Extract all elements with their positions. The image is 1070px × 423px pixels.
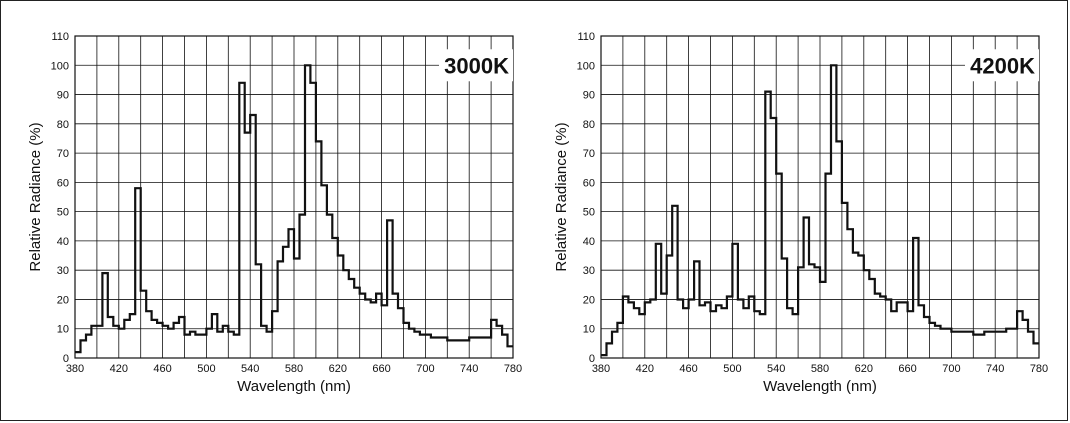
x-tick-label: 700 [416, 363, 434, 375]
y-tick-label: 70 [57, 148, 69, 160]
x-tick-label: 540 [241, 363, 259, 375]
y-tick-label: 80 [583, 119, 595, 131]
x-tick-label: 540 [767, 363, 785, 375]
y-tick-label: 30 [583, 265, 595, 277]
temperature-label: 4200K [970, 53, 1035, 78]
temperature-label-bg [439, 49, 513, 82]
y-tick-label: 0 [589, 353, 595, 365]
x-tick-label: 740 [460, 363, 478, 375]
chart-panel-0: 3000K 0 10 20 30 40 50 60 70 80 90 100 110 380 420 460 5… [27, 31, 522, 395]
plot-border [74, 35, 514, 359]
x-tick-label: 660 [372, 363, 390, 375]
x-tick-label: 740 [986, 363, 1004, 375]
y-tick-label: 100 [51, 60, 69, 72]
x-tick-label: 500 [197, 363, 215, 375]
x-tick-label: 700 [942, 363, 960, 375]
y-axis-title: Relative Radiance (%) [27, 122, 44, 271]
x-tick-label: 380 [592, 363, 610, 375]
plot-border [600, 35, 1040, 359]
x-tick-label: 780 [1030, 363, 1048, 375]
y-tick-label: 0 [63, 353, 69, 365]
x-axis-title: Wavelength (nm) [763, 378, 877, 395]
y-tick-label: 50 [57, 207, 69, 219]
y-tick-label: 60 [583, 177, 595, 189]
y-tick-label: 100 [577, 60, 595, 72]
y-tick-label: 10 [57, 324, 69, 336]
x-tick-label: 460 [679, 363, 697, 375]
y-tick-label: 20 [583, 294, 595, 306]
y-tick-label: 110 [51, 31, 69, 43]
spectrum-series-line [601, 64, 1039, 357]
y-tick-label: 40 [583, 236, 595, 248]
y-tick-label: 10 [583, 324, 595, 336]
x-tick-label: 420 [636, 363, 654, 375]
x-tick-label: 620 [329, 363, 347, 375]
x-tick-label: 620 [855, 363, 873, 375]
temperature-label-bg [965, 49, 1039, 82]
x-tick-label: 780 [504, 363, 522, 375]
x-tick-label: 580 [285, 363, 303, 375]
x-tick-label: 420 [110, 363, 128, 375]
y-tick-label: 30 [57, 265, 69, 277]
spectrum-series-line [75, 64, 513, 354]
x-tick-label: 660 [898, 363, 916, 375]
y-tick-label: 50 [583, 207, 595, 219]
y-tick-label: 90 [57, 90, 69, 102]
temperature-label: 3000K [444, 53, 509, 78]
y-tick-label: 70 [583, 148, 595, 160]
x-tick-label: 500 [723, 363, 741, 375]
y-tick-label: 90 [583, 90, 595, 102]
y-axis-title: Relative Radiance (%) [553, 122, 570, 271]
x-tick-label: 380 [66, 363, 84, 375]
y-tick-label: 40 [57, 236, 69, 248]
chart-panel-1: 4200K 0 10 20 30 40 50 60 70 80 90 100 110 380 420 460 5… [553, 31, 1048, 395]
x-tick-label: 580 [811, 363, 829, 375]
y-tick-label: 60 [57, 177, 69, 189]
y-tick-label: 80 [57, 119, 69, 131]
y-tick-label: 20 [57, 294, 69, 306]
x-axis-title: Wavelength (nm) [237, 378, 351, 395]
x-tick-label: 460 [153, 363, 171, 375]
y-tick-label: 110 [577, 31, 595, 43]
